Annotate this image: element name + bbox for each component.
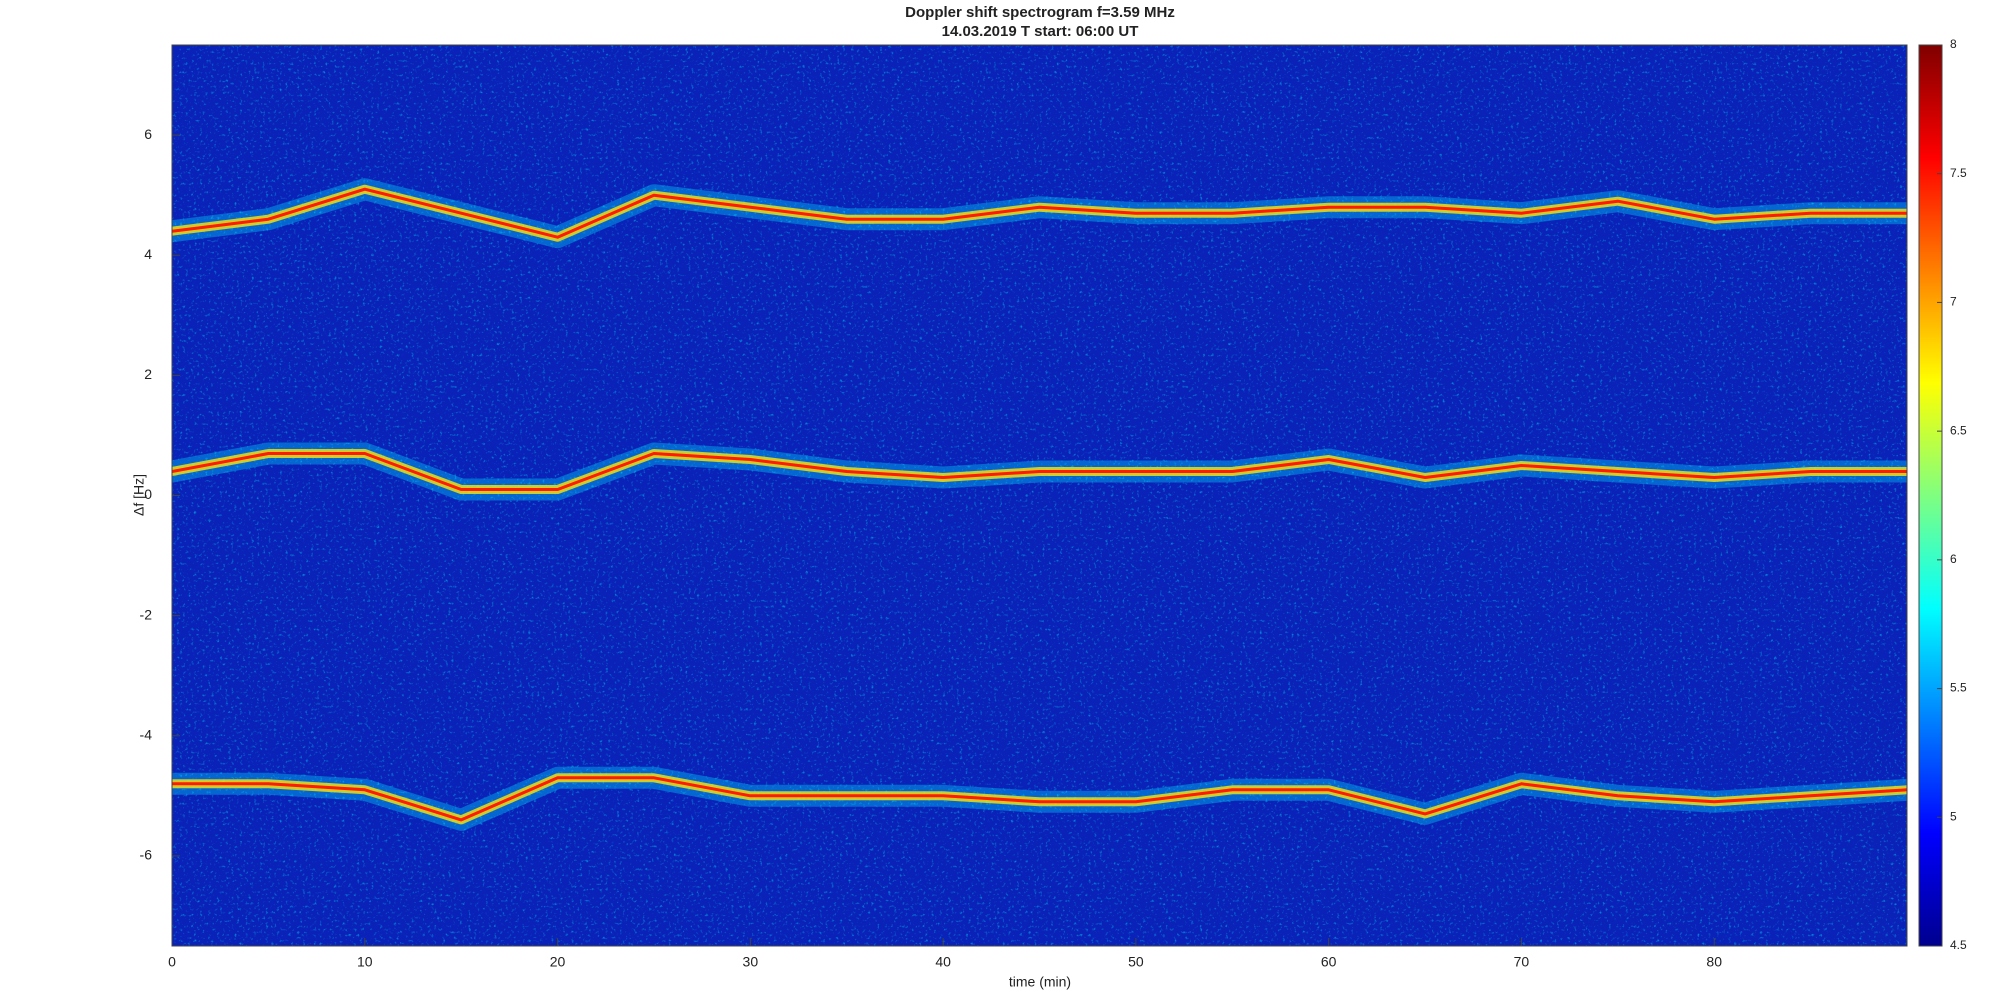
trace-line: [172, 187, 1907, 239]
chart-title: Doppler shift spectrogram f=3.59 MHz: [905, 4, 1175, 21]
y-tick-label: -4: [140, 726, 153, 742]
colorbar-tick-label: 5.5: [1950, 681, 1967, 695]
y-tick-label: 0: [144, 486, 152, 502]
y-tick-label: 4: [144, 246, 152, 262]
colorbar-tick-label: 8: [1950, 37, 1957, 51]
x-tick-label: 10: [357, 954, 373, 970]
y-tick-label: 2: [144, 366, 152, 382]
colorbar-tick-label: 6.5: [1950, 423, 1967, 437]
x-tick-label: 80: [1706, 954, 1722, 970]
y-axis-label: Δf [Hz]: [131, 474, 147, 516]
x-tick-label: 20: [550, 954, 566, 970]
x-axis-label: time (min): [1009, 974, 1071, 990]
trace-line: [172, 452, 1907, 491]
chart-subtitle: 14.03.2019 T start: 06:00 UT: [942, 23, 1139, 40]
x-tick-label: 40: [935, 954, 951, 970]
colorbar-tick-label: 5: [1950, 809, 1957, 823]
x-tick-label: 50: [1128, 954, 1144, 970]
colorbar-tick-label: 7.5: [1950, 166, 1967, 180]
colorbar: [1918, 44, 1943, 947]
y-tick-label: -2: [140, 606, 153, 622]
colorbar-tick-label: 4.5: [1950, 938, 1967, 952]
trace-line: [172, 776, 1907, 822]
x-tick-label: 30: [743, 954, 759, 970]
x-tick-label: 0: [168, 954, 176, 970]
traces: [172, 178, 1907, 831]
colorbar-tick-label: 7: [1950, 295, 1957, 309]
x-tick-label: 60: [1321, 954, 1337, 970]
y-tick-label: 6: [144, 126, 152, 142]
x-tick-label: 70: [1514, 954, 1530, 970]
y-tick-label: -6: [140, 847, 153, 863]
colorbar-tick-label: 6: [1950, 552, 1957, 566]
